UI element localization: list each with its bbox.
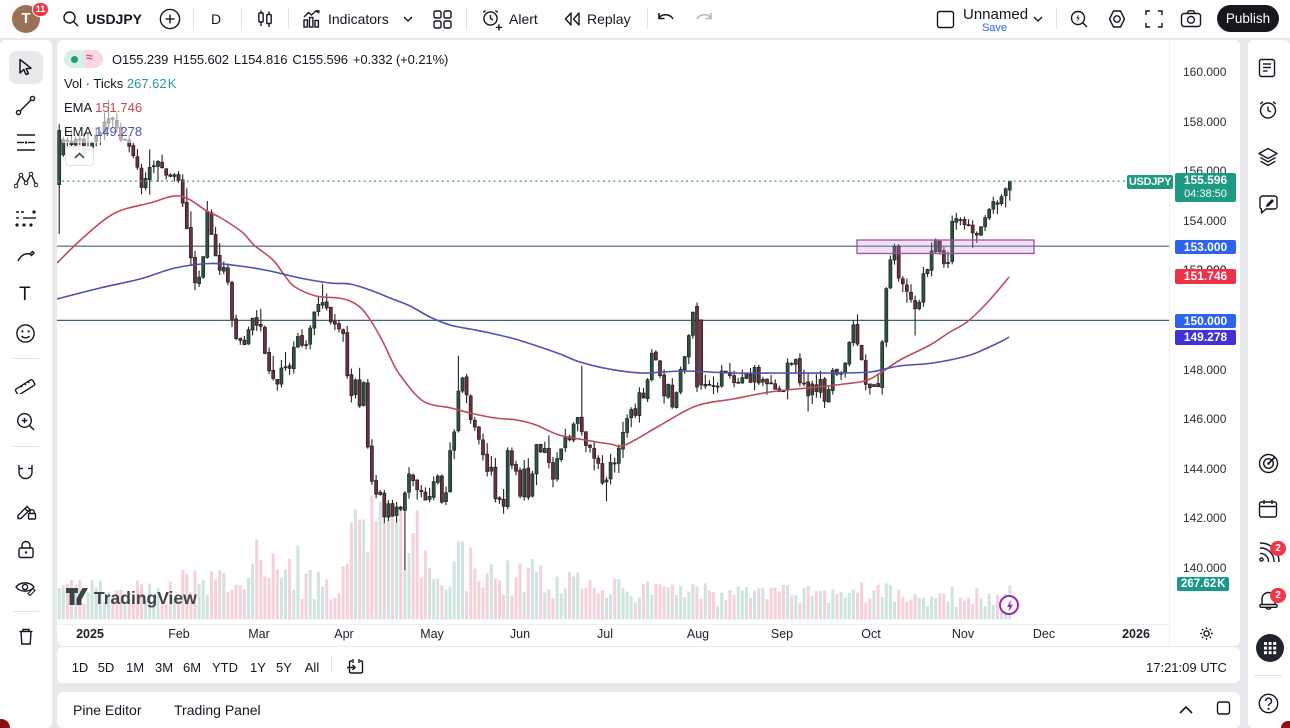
- svg-text:TradingView: TradingView: [94, 588, 197, 608]
